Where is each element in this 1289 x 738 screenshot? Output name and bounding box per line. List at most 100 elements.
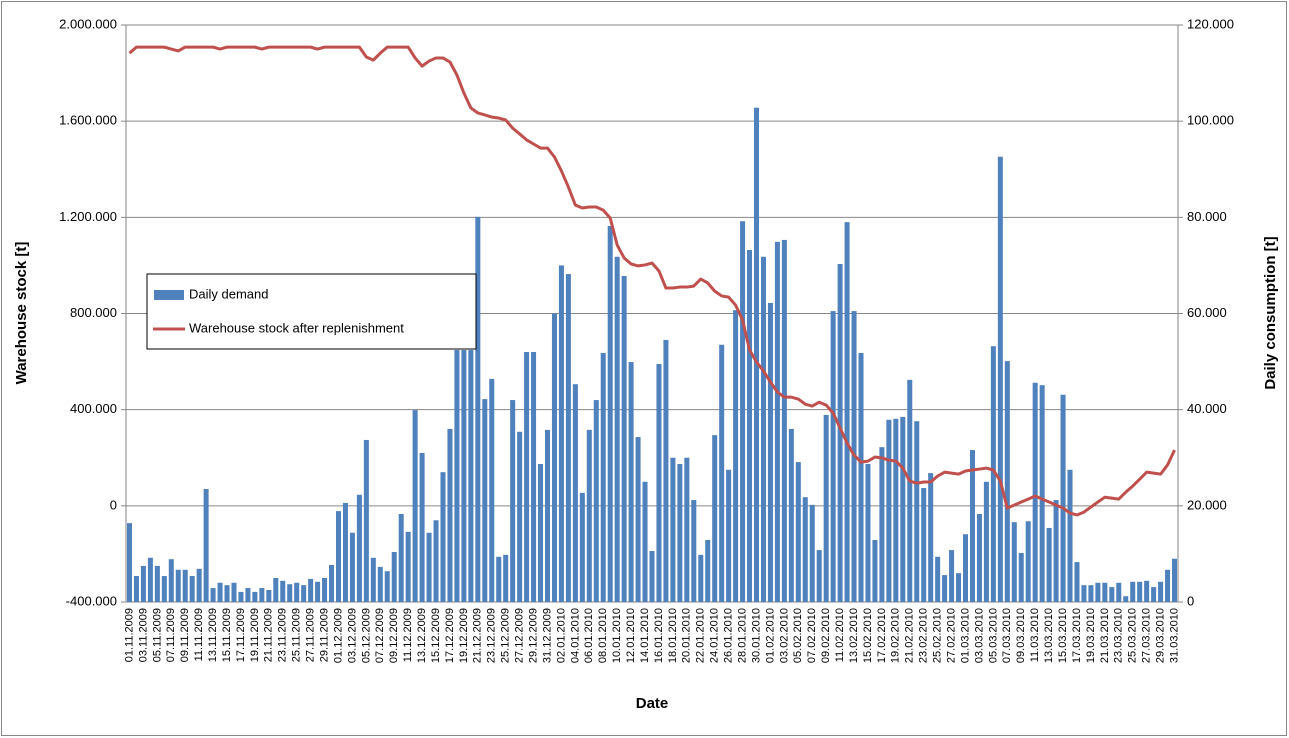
x-tick-label: 09.02.2010 — [820, 608, 832, 663]
bar — [517, 431, 523, 602]
x-tick-label: 13.02.2010 — [848, 608, 860, 663]
bar — [238, 591, 244, 602]
bar — [774, 241, 780, 602]
bar — [1165, 569, 1171, 602]
bar — [224, 585, 230, 602]
bar — [1018, 552, 1024, 602]
bar — [1102, 582, 1108, 602]
bar — [893, 418, 899, 602]
bar — [329, 564, 335, 602]
x-tick-label: 15.03.2010 — [1057, 608, 1069, 663]
legend-box — [146, 273, 477, 350]
bar — [447, 428, 453, 602]
bar — [837, 263, 843, 602]
bar — [990, 346, 996, 602]
bar — [1011, 522, 1017, 602]
bar — [231, 582, 237, 602]
x-tick-label: 01.11.2009 — [123, 608, 135, 662]
x-tick-label: 25.12.2009 — [500, 608, 512, 663]
bar — [273, 577, 279, 602]
bar — [969, 450, 975, 602]
x-tick-label: 14.01.2010 — [639, 608, 651, 663]
x-tick-label: 17.12.2009 — [444, 608, 456, 663]
x-tick-label: 22.01.2010 — [695, 608, 707, 663]
bar — [914, 421, 920, 602]
bar — [280, 580, 286, 602]
bar — [1130, 581, 1136, 602]
x-tick-label: 20.01.2010 — [681, 608, 693, 663]
x-tick-label: 10.01.2010 — [611, 608, 623, 663]
bar — [217, 582, 223, 602]
x-tick-label: 17.11.2009 — [235, 608, 247, 662]
x-tick-label: 01.02.2010 — [764, 608, 776, 663]
bar — [1151, 587, 1157, 602]
x-tick-label: 19.02.2010 — [890, 608, 902, 663]
x-tick-label: 05.02.2010 — [792, 608, 804, 663]
bar — [315, 581, 321, 602]
bar — [544, 429, 551, 602]
x-tick-label: 31.03.2010 — [1168, 608, 1180, 663]
bar — [816, 550, 822, 602]
bar — [203, 489, 209, 602]
bar — [656, 363, 662, 602]
bar — [468, 350, 474, 602]
x-tick-label: 15.02.2010 — [862, 608, 874, 663]
x-tick-label: 29.11.2009 — [318, 608, 330, 662]
bar — [147, 557, 153, 602]
bar — [802, 497, 808, 602]
bar — [294, 582, 300, 602]
bar — [921, 488, 927, 602]
y-tick-label: 0 — [110, 497, 117, 512]
x-tick-label: 13.12.2009 — [416, 608, 428, 663]
x-tick-label: 04.01.2010 — [569, 608, 581, 663]
x-tick-label: 17.02.2010 — [876, 608, 888, 663]
bar — [726, 469, 732, 602]
bar — [503, 554, 509, 602]
bar — [1109, 587, 1115, 602]
x-tick-label: 01.12.2009 — [332, 608, 344, 663]
bar — [753, 107, 760, 602]
bar — [510, 400, 516, 602]
x-tick-label: 09.03.2010 — [1015, 608, 1027, 663]
bar — [747, 250, 753, 602]
bar — [886, 419, 892, 602]
x-tick-label: 17.03.2010 — [1071, 608, 1083, 663]
x-tick-label: 19.03.2010 — [1085, 608, 1097, 663]
x-tick-label: 11.02.2010 — [834, 608, 846, 662]
bar — [1067, 469, 1073, 602]
y2-tick-label: 20.000 — [1187, 497, 1227, 512]
bar — [767, 302, 773, 602]
x-tick-label: 11.12.2009 — [402, 608, 414, 662]
y2-tick-label: 100.000 — [1187, 113, 1234, 128]
y-axis-title: Warehouse stock [t] — [13, 242, 30, 385]
bar — [963, 534, 969, 602]
bar — [733, 310, 739, 602]
bar — [872, 539, 878, 602]
x-tick-label: 19.11.2009 — [249, 608, 261, 662]
x-tick-label: 11.11.2009 — [193, 608, 205, 661]
bar — [419, 452, 425, 602]
x-tick-label: 03.11.2009 — [137, 608, 149, 662]
x-tick-label: 27.12.2009 — [514, 608, 526, 663]
y2-axis-title: Daily consumption [t] — [1262, 236, 1279, 389]
bar — [705, 539, 711, 602]
bar — [1004, 361, 1010, 602]
bar — [363, 439, 369, 602]
bar — [489, 378, 495, 602]
bar — [287, 584, 293, 602]
bar — [405, 531, 411, 602]
x-tick-label: 23.12.2009 — [486, 608, 498, 663]
x-tick-label: 02.01.2010 — [555, 608, 567, 663]
x-tick-label: 21.03.2010 — [1099, 608, 1111, 663]
bar — [607, 225, 613, 602]
y2-tick-label: 60.000 — [1187, 305, 1227, 320]
x-tick-label: 23.03.2010 — [1113, 608, 1125, 663]
bar — [335, 511, 341, 602]
y2-tick-label: 80.000 — [1187, 209, 1227, 224]
bar — [349, 532, 355, 602]
bar — [1032, 382, 1038, 602]
bar — [551, 313, 557, 602]
bar — [698, 554, 704, 602]
